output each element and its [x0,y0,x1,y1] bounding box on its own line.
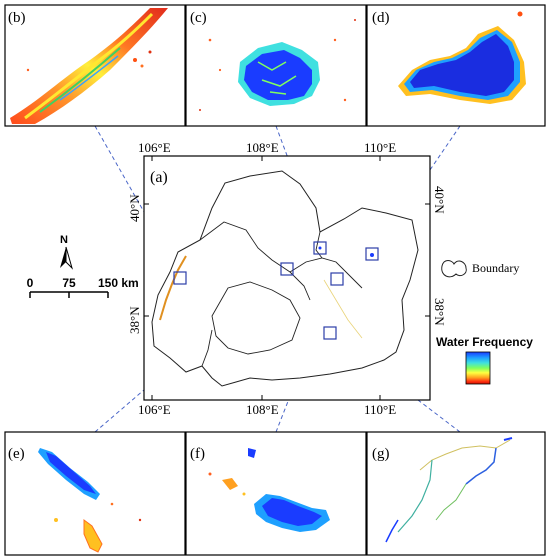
lon-bottom-110: 110°E [364,402,396,417]
boundary-label: Boundary [472,261,519,275]
panel-a-label: (a) [150,169,168,186]
panel-b-label: (b) [8,10,26,26]
lon-top-106: 106°E [138,140,171,155]
lat-right-40: 40°N [432,186,447,214]
panel-b: (b) [4,4,186,127]
panel-g-label: (g) [372,446,390,462]
legend-boundary: Boundary [441,260,519,278]
box-b [173,271,187,285]
water-frequency-ramp [465,351,491,385]
main-map: (a) [143,155,431,401]
water-frequency-title: Water Frequency [436,335,533,349]
scale-label-150: 150 km [98,276,139,290]
scale-label-0: 0 [27,276,34,290]
panel-f: (f) [185,431,367,556]
legend-water-frequency: Water Frequency [436,335,533,385]
scale-label-75: 75 [62,276,76,290]
panel-d: (d) [366,4,546,127]
lat-right-38: 38°N [432,298,447,326]
box-f [330,272,344,286]
box-c [313,241,327,255]
lon-top-110: 110°E [364,140,396,155]
panel-e: (e) [4,431,186,556]
panel-d-label: (d) [372,10,390,26]
lat-left-40: 40°N [127,194,142,222]
lon-top-108: 108°E [246,140,279,155]
panel-c: (c) [185,4,367,127]
box-e [280,262,294,276]
lat-left-38: 38°N [127,306,142,334]
panel-f-label: (f) [190,446,205,462]
panel-g: (g) [366,431,546,556]
north-arrow: N [60,234,74,270]
lon-bottom-108: 108°E [246,402,279,417]
graticule-labels: 106°E 108°E 110°E 106°E 108°E 110°E 40°N… [127,140,447,417]
basin-boundary [151,170,419,387]
lon-bottom-106: 106°E [138,402,171,417]
box-d [365,247,379,261]
panel-c-label: (c) [190,10,207,26]
panel-e-label: (e) [8,446,25,462]
north-label: N [60,234,68,246]
scale-bar: 0 75 150 km [27,276,139,298]
box-g [323,326,337,340]
